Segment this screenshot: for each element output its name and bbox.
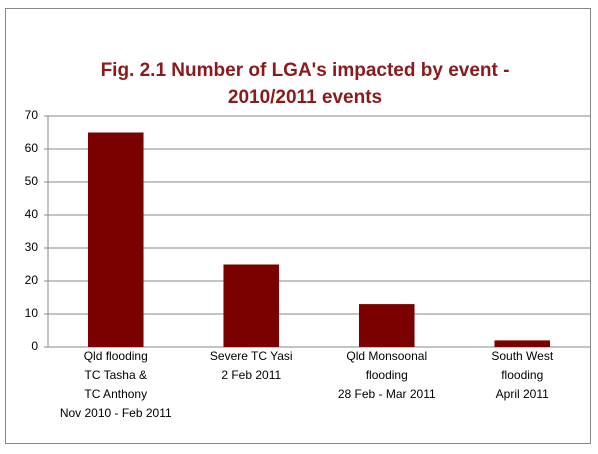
x-tick-label: South West flooding April 2011 [491, 349, 554, 401]
y-tick-label: 30 [25, 240, 39, 254]
x-tick-label: Qld Monsoonal flooding 28 Feb - Mar 2011 [337, 349, 436, 401]
y-tick-label: 50 [25, 174, 39, 188]
x-tick-label: Severe TC Yasi 2 Feb 2011 [209, 349, 293, 382]
x-tick-label: Qld flooding TC Tasha & TC Anthony Nov 2… [59, 349, 172, 420]
chart-title: Fig. 2.1 Number of LGA's impacted by eve… [100, 60, 510, 108]
chart-frame [5, 8, 591, 444]
y-tick-label: 70 [25, 108, 39, 122]
y-tick-label: 60 [25, 141, 39, 155]
y-tick-label: 10 [25, 306, 39, 320]
bar [494, 340, 551, 347]
y-tick-label: 0 [31, 339, 38, 353]
bar [223, 264, 280, 347]
y-tick-label: 20 [25, 273, 39, 287]
bar [87, 132, 144, 347]
bar [358, 304, 415, 347]
y-tick-label: 40 [25, 207, 39, 221]
